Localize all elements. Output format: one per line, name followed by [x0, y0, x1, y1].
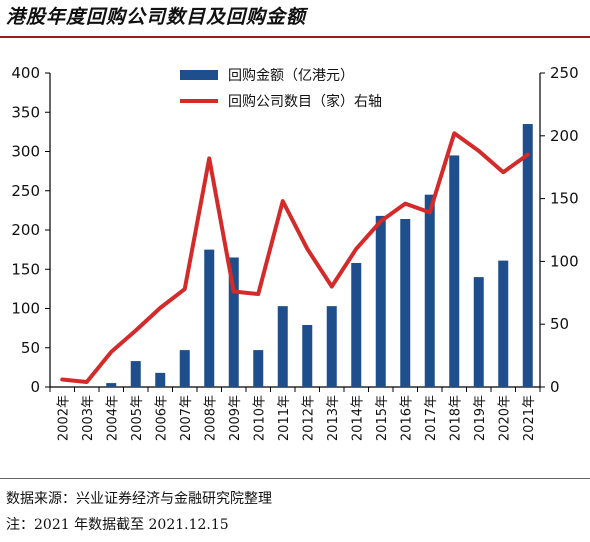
bar-2005年	[130, 361, 141, 387]
right-tick-label: 100	[550, 252, 579, 270]
x-tick-label: 2012年	[301, 395, 316, 441]
company-count-line	[60, 131, 530, 384]
x-tick-label: 2020年	[497, 395, 512, 441]
x-tick-label: 2005年	[130, 395, 145, 441]
left-tick-label: 0	[30, 378, 40, 396]
bar-2006年	[155, 372, 166, 387]
bar-2012年	[302, 324, 313, 387]
bar-2007年	[179, 350, 190, 387]
x-tick-label: 2008年	[203, 395, 218, 441]
x-tick-label: 2004年	[105, 395, 120, 441]
x-tick-label: 2007年	[179, 395, 194, 441]
left-tick-label: 350	[11, 103, 40, 121]
note-text: 注：2021 年数据截至 2021.12.15	[6, 517, 229, 533]
right-tick-label: 150	[550, 190, 579, 208]
right-tick-label: 50	[550, 315, 569, 333]
bar-2004年	[106, 383, 117, 387]
x-tick-label: 2011年	[277, 395, 292, 441]
bar-2009年	[228, 257, 239, 387]
x-tick-label: 2003年	[81, 395, 96, 441]
x-tick-label: 2018年	[448, 395, 463, 441]
left-tick-label: 250	[11, 182, 40, 200]
left-tick-label: 300	[11, 143, 40, 161]
x-tick-label: 2013年	[326, 395, 341, 441]
line-series	[60, 131, 530, 384]
x-tick-label: 2015年	[375, 395, 390, 441]
footer-divider	[0, 478, 590, 479]
x-tick-label: 2017年	[424, 395, 439, 441]
chart-title: 港股年度回购公司数目及回购金额	[6, 6, 307, 28]
chart-axes: 0 50 100 150 200 250 300 350 400 0 50 100 150 200 250 2…	[11, 64, 578, 441]
title-underline	[0, 36, 590, 38]
legend-bar-label: 回购金额（亿港元）	[228, 68, 354, 84]
bar-2013年	[326, 306, 337, 387]
legend-line-label: 回购公司数目（家）右轴	[228, 93, 382, 110]
left-tick-label: 150	[11, 260, 40, 278]
source-text: 数据来源：兴业证券经济与金融研究院整理	[6, 491, 272, 507]
x-tick-label: 2002年	[56, 395, 71, 441]
x-tick-label: 2009年	[228, 395, 243, 441]
x-tick-label: 2014年	[350, 395, 365, 441]
x-tick-label: 2006年	[154, 395, 169, 441]
buyback-chart: 0 50 100 150 200 250 300 350 400 0 50 100 150 200 250 2…	[11, 64, 578, 441]
x-tick-label: 2010年	[252, 395, 267, 441]
x-tick-label: 2019年	[473, 395, 488, 441]
left-tick-label: 200	[11, 221, 40, 239]
bar-2010年	[253, 350, 264, 387]
bar-2014年	[351, 262, 362, 387]
right-tick-label: 200	[550, 127, 579, 145]
left-tick-label: 400	[11, 64, 40, 82]
bar-2020年	[498, 260, 509, 387]
chart-legend: 回购金额（亿港元） 回购公司数目（家）右轴	[180, 68, 382, 110]
bar-2011年	[277, 306, 288, 387]
bar-2015年	[375, 215, 386, 387]
right-tick-label: 250	[550, 64, 579, 82]
x-tick-label: 2016年	[399, 395, 414, 441]
left-tick-label: 100	[11, 300, 40, 318]
bar-2021年	[522, 124, 533, 388]
bar-2018年	[449, 155, 460, 387]
legend-bar-swatch	[180, 70, 218, 80]
right-tick-label: 0	[550, 378, 560, 396]
bar-2019年	[473, 277, 484, 387]
bar-2016年	[400, 219, 411, 387]
bar-2008年	[204, 249, 215, 387]
bar-series	[106, 124, 533, 388]
bar-2017年	[424, 194, 435, 387]
left-tick-label: 50	[21, 339, 40, 357]
x-tick-label: 2021年	[522, 395, 537, 441]
